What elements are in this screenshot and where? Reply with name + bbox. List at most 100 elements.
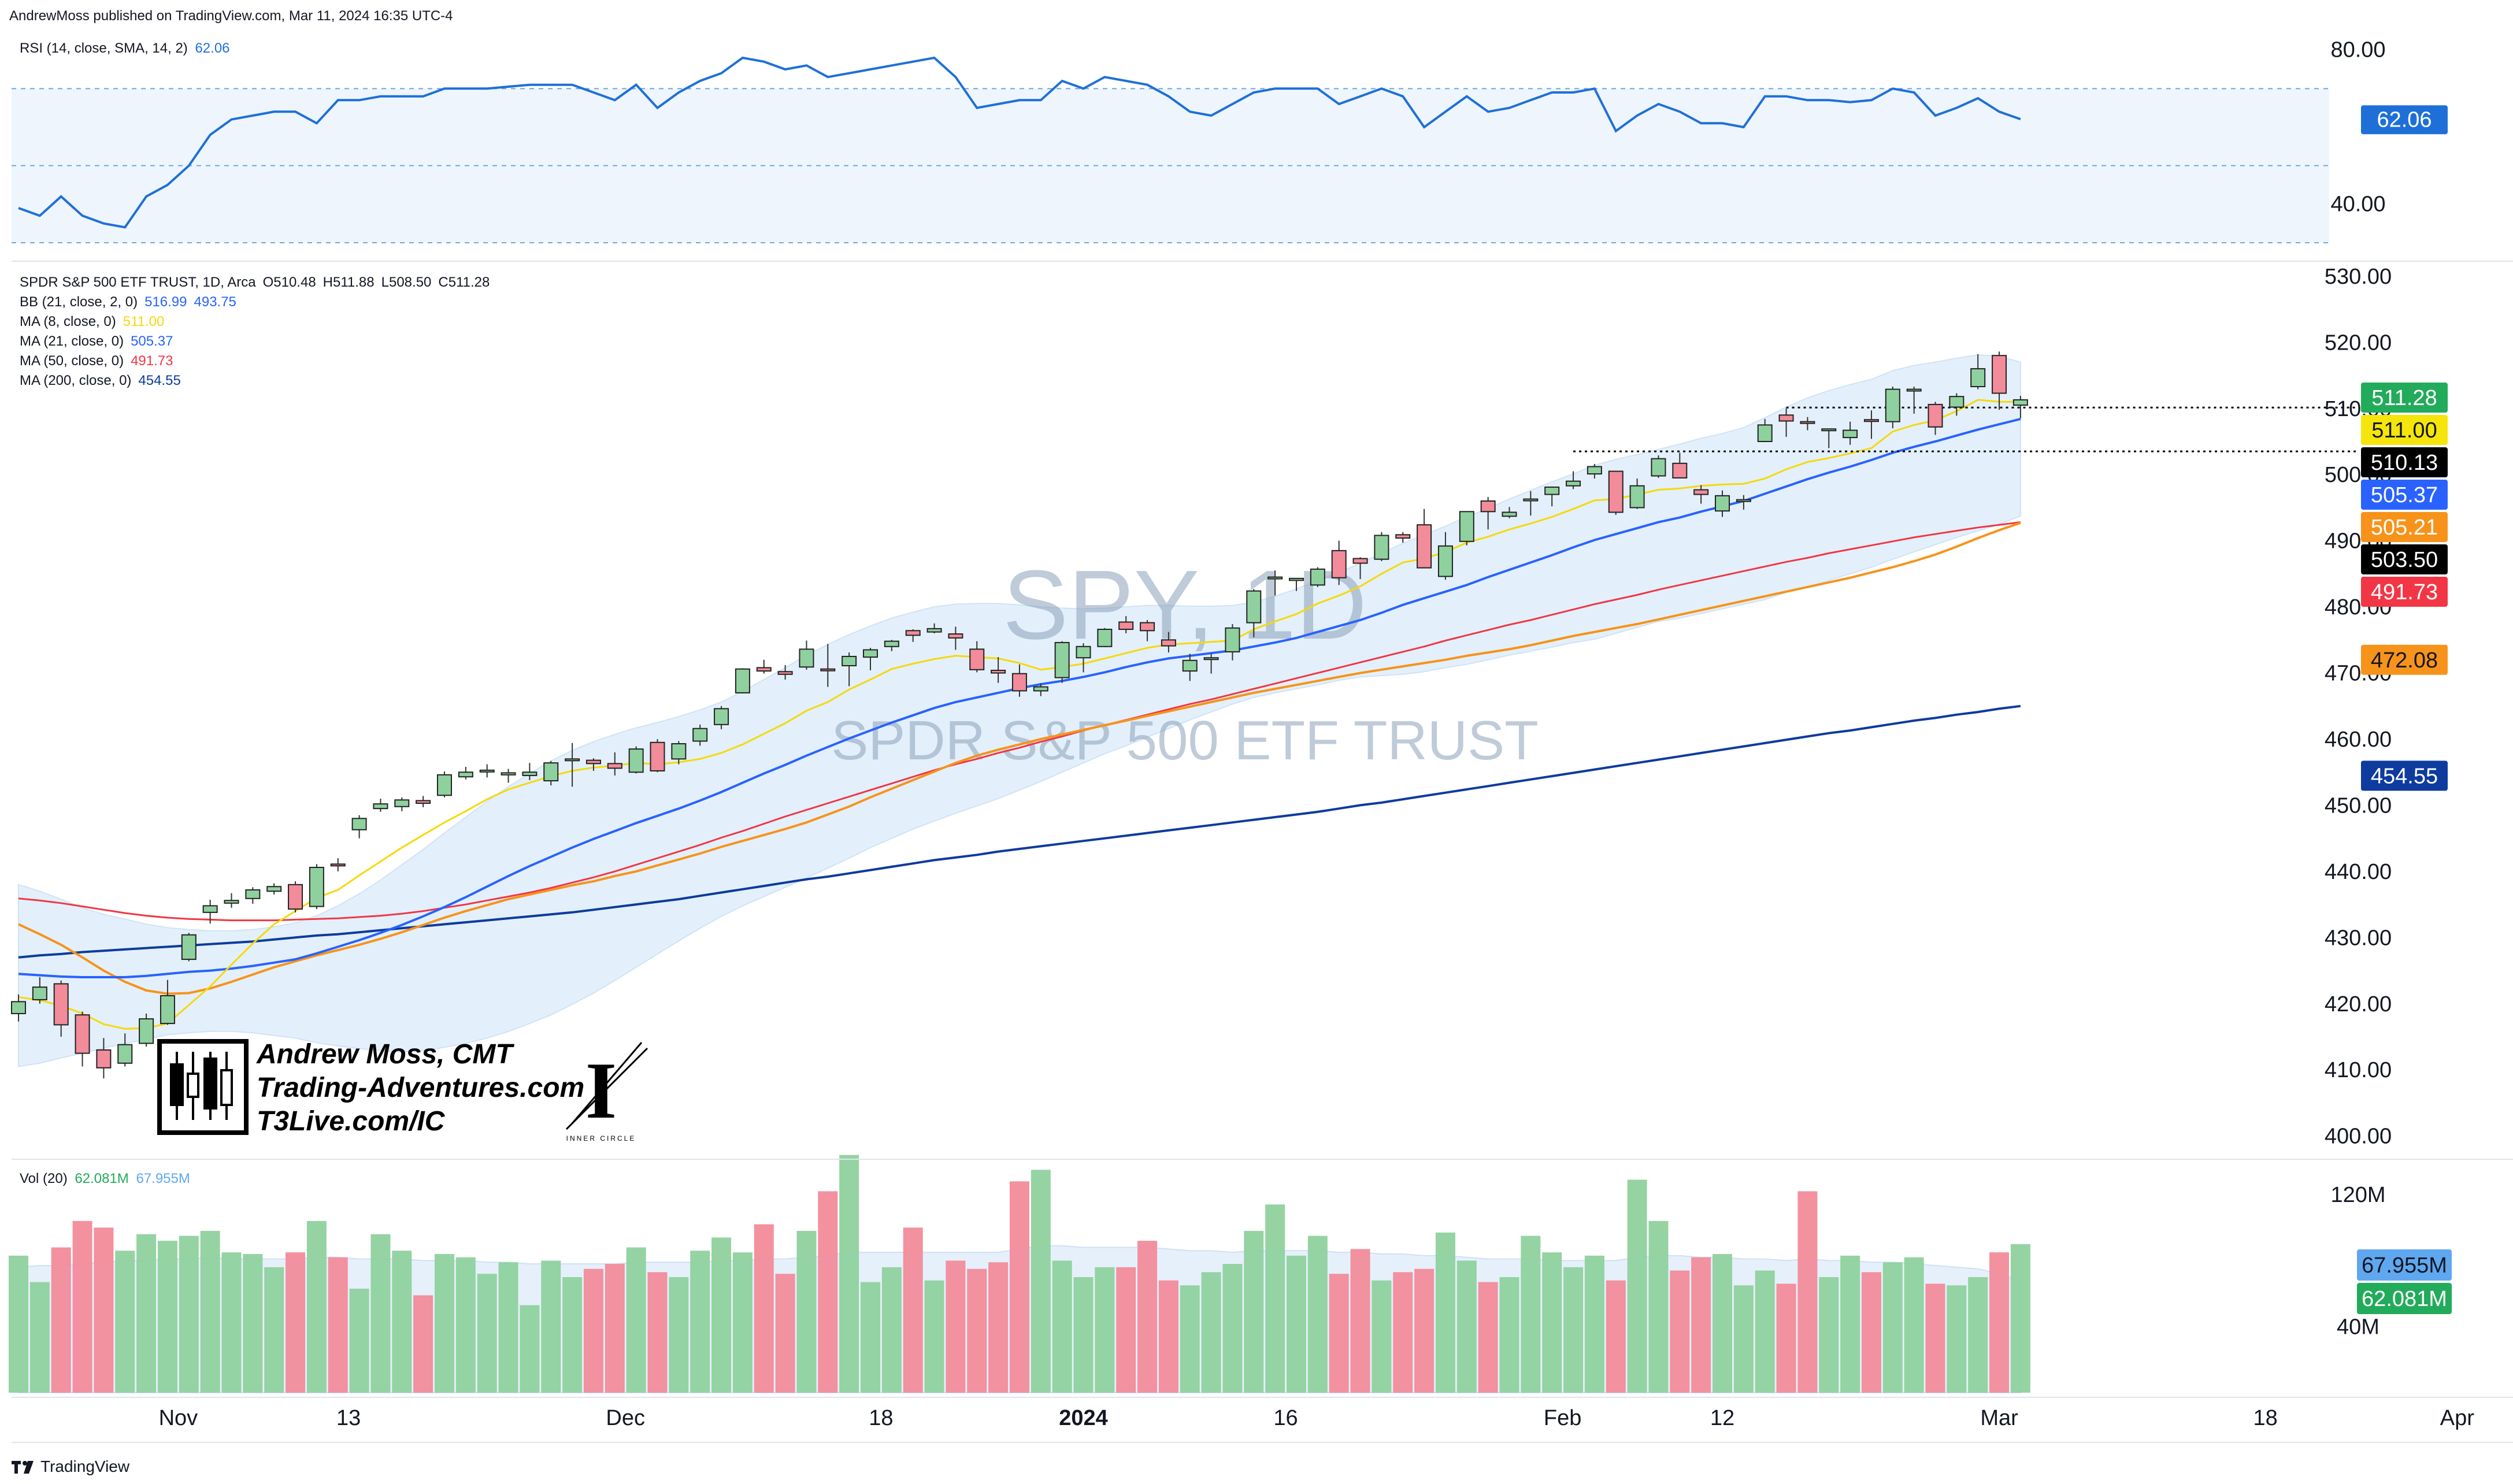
candle	[117, 1033, 133, 1067]
candle	[1544, 486, 1560, 507]
candle-body	[1054, 641, 1070, 678]
price-tick-label: 430.00	[2325, 926, 2392, 950]
price-tick-label: 420.00	[2325, 992, 2392, 1016]
price-legend-row[interactable]: MA (200, close, 0) 454.55	[20, 371, 490, 391]
candle-body	[1885, 388, 1900, 422]
candle	[628, 746, 644, 774]
candle	[224, 893, 239, 908]
x-tick-label: 12	[1710, 1406, 1734, 1430]
candle-body	[1267, 576, 1283, 580]
x-tick-label: 2024	[1059, 1406, 1108, 1430]
candle-body	[1566, 480, 1581, 487]
price-panel: SPY, 1D SPDR S&P 500 ETF TRUST	[11, 351, 2358, 1079]
volume-bar	[1456, 1260, 1477, 1393]
candle-body	[1182, 659, 1198, 672]
candle	[735, 668, 750, 694]
price-legend-row[interactable]: MA (50, close, 0) 491.73	[20, 351, 490, 371]
candle-body	[1395, 534, 1411, 539]
candle-body	[607, 763, 622, 769]
rsi-legend[interactable]: RSI (14, close, SMA, 14, 2) 62.06	[20, 40, 230, 57]
volume-legend[interactable]: Vol (20) 62.081M 67.955M	[20, 1171, 190, 1187]
volume-bar	[1691, 1257, 1711, 1393]
candle-body	[1629, 485, 1645, 509]
volume-bar	[286, 1252, 306, 1393]
volume-bar	[1968, 1277, 1988, 1393]
candle	[1629, 478, 1645, 509]
price-tag-label: 511.28	[2371, 386, 2437, 410]
price-tick-label: 520.00	[2325, 331, 2392, 355]
volume-bar	[1222, 1264, 1243, 1393]
rsi-tick-label: 80.00	[2330, 38, 2385, 62]
candle	[96, 1038, 112, 1079]
candle	[373, 799, 388, 812]
price-legend-row[interactable]: MA (8, close, 0) 511.00	[20, 312, 490, 332]
candle-body	[1949, 396, 1965, 408]
candle-body	[53, 983, 69, 1026]
candle	[1140, 620, 1155, 641]
price-tag-label: 505.21	[2371, 515, 2438, 540]
candle-body	[1843, 429, 1858, 439]
legend-title: MA (200, close, 0)	[20, 373, 132, 388]
candle-body	[139, 1018, 154, 1044]
candle-body	[96, 1049, 112, 1069]
legend-value: 493.75	[194, 294, 236, 310]
candle	[1992, 351, 2007, 410]
volume-bar	[924, 1280, 944, 1393]
x-tick-label: Nov	[159, 1406, 198, 1430]
candle-body	[692, 728, 708, 742]
price-tag	[2361, 544, 2448, 574]
candle-body	[245, 889, 261, 899]
legend-value: L508.50	[381, 274, 432, 290]
candle-body	[1736, 499, 1751, 502]
candle	[1778, 408, 1794, 437]
candle-body	[1480, 500, 1496, 513]
tradingview-logo-icon[interactable]	[10, 1459, 37, 1475]
volume-bar	[306, 1220, 327, 1393]
candle-body	[501, 772, 516, 776]
publisher-line: AndrewMoss published on TradingView.com,…	[9, 8, 453, 24]
candle	[479, 764, 495, 778]
volume-bar	[477, 1274, 497, 1393]
x-tick-label: 18	[869, 1406, 893, 1430]
volume-bar	[711, 1237, 732, 1393]
candle-body	[1289, 577, 1304, 581]
candle-body	[884, 640, 899, 647]
volume-bar	[94, 1227, 114, 1393]
candle	[1331, 540, 1347, 585]
volume-bar	[1925, 1283, 1945, 1393]
volume-bar	[1776, 1283, 1796, 1393]
volume-bar	[1478, 1282, 1498, 1393]
candlestick-logo	[157, 1039, 249, 1135]
volume-bar	[179, 1236, 199, 1393]
ma200-line	[18, 704, 2021, 959]
candle	[692, 724, 708, 746]
volume-bar	[1265, 1204, 1285, 1393]
candle-body	[117, 1044, 133, 1064]
candle	[1246, 589, 1262, 637]
volume-bar	[1840, 1255, 1860, 1393]
volume-bar	[754, 1224, 774, 1393]
tradingview-brand[interactable]: TradingView	[40, 1457, 130, 1475]
candle-body	[2012, 399, 2028, 406]
candle-body	[1587, 466, 1602, 475]
volume-bar	[1244, 1231, 1264, 1393]
volume-bar	[1414, 1268, 1435, 1393]
candle-body	[373, 803, 388, 810]
candle-body	[479, 769, 495, 773]
candle	[1054, 641, 1070, 683]
candle-body	[650, 741, 665, 771]
candle	[288, 881, 303, 912]
candle-body	[905, 630, 921, 636]
volume-tag-label: 62.081M	[2362, 1287, 2447, 1311]
price-legend-row[interactable]: MA (21, close, 0) 505.37	[20, 332, 490, 351]
candle	[991, 657, 1006, 683]
price-legend-row[interactable]: SPDR S&P 500 ETF TRUST, 1D, Arca O510.48 H…	[20, 273, 490, 292]
volume-bar	[1350, 1249, 1370, 1393]
candle	[330, 858, 346, 871]
price-tick-label: 450.00	[2325, 793, 2392, 818]
candle	[671, 741, 687, 765]
candle-body	[756, 667, 772, 672]
candle-body	[394, 799, 410, 807]
price-legend-row[interactable]: BB (21, close, 2, 0) 516.99 493.75	[20, 292, 490, 312]
volume-bar	[1052, 1260, 1072, 1393]
